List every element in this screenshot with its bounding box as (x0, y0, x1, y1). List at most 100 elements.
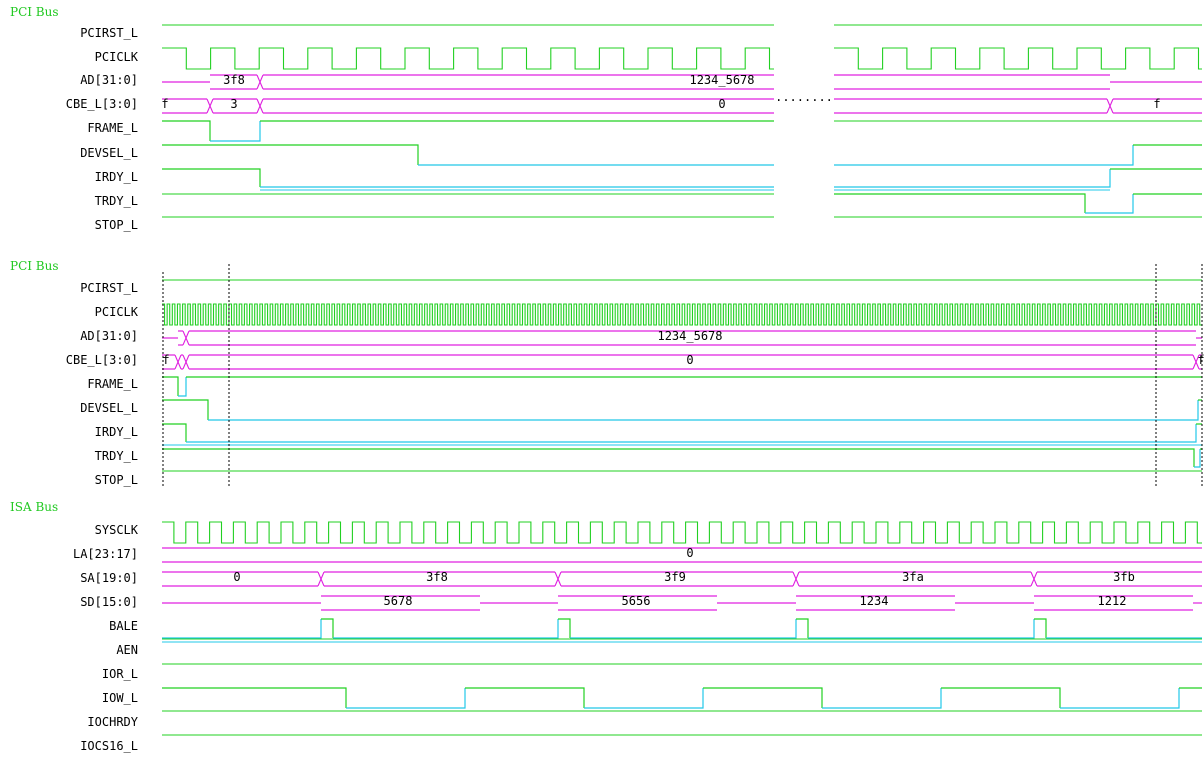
cbe-bus-trace (174, 354, 182, 370)
signal-name-frame-l[interactable]: FRAME_L (87, 121, 138, 135)
trdy-l-trace (1194, 449, 1201, 468)
bale-trace (570, 619, 797, 639)
signal-name-bale[interactable]: BALE (109, 619, 138, 633)
trdy-l-trace (1085, 194, 1134, 214)
signal-name-iocs16-l[interactable]: IOCS16_L (80, 739, 138, 753)
frame-l-trace (178, 377, 187, 397)
bale-trace (162, 619, 322, 639)
sa-bus-trace (554, 571, 562, 587)
sa-bus-trace (1030, 571, 1038, 587)
iow-l-trace (584, 688, 704, 709)
cbe-value-label: 0 (686, 353, 693, 367)
bale-trace (796, 618, 809, 638)
iow-l-trace (465, 687, 585, 708)
ad-bus-trace (182, 330, 190, 346)
sa-value-label: 3fb (1113, 570, 1135, 584)
irdy-l-trace (162, 423, 187, 442)
signal-name-pciclk[interactable]: PCICLK (95, 50, 139, 64)
bale-trace (333, 619, 559, 639)
ad-value-label: 3f8 (223, 73, 245, 87)
trdy-l-trace (834, 193, 1086, 213)
signal-name-devsel-l[interactable]: DEVSEL_L (80, 146, 138, 160)
cbe-bus-trace (182, 354, 190, 370)
iow-l-trace (346, 688, 466, 709)
cbe-value-label: 0 (718, 97, 725, 111)
signal-name-iochrdy[interactable]: IOCHRDY (87, 715, 138, 729)
cbe-value-label: 3 (230, 97, 237, 111)
irdy-l-trace (834, 169, 1111, 188)
cbe-bus-trace (206, 98, 214, 114)
cbe-value-label: f (1153, 97, 1160, 111)
sysclk-trace (162, 521, 1202, 544)
signal-name-cbe-l[interactable]: CBE_L[3:0] (66, 97, 138, 111)
ad-bus-trace (256, 74, 264, 90)
signal-name-devsel-l[interactable]: DEVSEL_L (80, 401, 138, 415)
signal-name-sysclk[interactable]: SYSCLK (95, 523, 139, 537)
signal-name-trdy-l[interactable]: TRDY_L (95, 449, 138, 463)
ad-value-label: 1234_5678 (689, 73, 754, 87)
devsel-l-trace (162, 144, 419, 165)
sd-value-label: 5678 (384, 594, 413, 608)
sd-value-label: 1212 (1098, 594, 1127, 608)
pciclk-trace (162, 47, 774, 70)
sa-bus-trace (792, 571, 800, 587)
signal-name-iow-l[interactable]: IOW_L (102, 691, 138, 705)
signal-name-sa[interactable]: SA[19:0] (80, 571, 138, 585)
sa-value-label: 0 (233, 570, 240, 584)
signal-name-stop-l[interactable]: STOP_L (95, 218, 138, 232)
group-title-isa-bus: ISA Bus (10, 500, 58, 514)
signal-name-stop-l[interactable]: STOP_L (95, 473, 138, 487)
time-gap-marker: ........ (775, 90, 833, 104)
frame-l-trace (162, 120, 211, 141)
bale-trace (1034, 618, 1047, 638)
group-title-pci-bus-1: PCI Bus (10, 5, 59, 19)
sd-value-label: 5656 (622, 594, 651, 608)
signal-name-la[interactable]: LA[23:17] (73, 547, 138, 561)
sd-value-label: 1234 (860, 594, 889, 608)
iow-l-trace (703, 687, 823, 708)
signal-name-ad[interactable]: AD[31:0] (80, 73, 138, 87)
sa-value-label: 3f9 (664, 570, 686, 584)
iow-l-trace (162, 687, 347, 708)
pciclk-trace (162, 303, 1202, 326)
cbe-value-label: f (162, 353, 169, 367)
signal-name-cbe-l[interactable]: CBE_L[3:0] (66, 353, 138, 367)
sa-value-label: 3f8 (426, 570, 448, 584)
signal-name-sd[interactable]: SD[15:0] (80, 595, 138, 609)
irdy-l-trace (186, 424, 1197, 443)
pciclk-trace (834, 47, 1202, 70)
signal-name-frame-l[interactable]: FRAME_L (87, 377, 138, 391)
signal-name-ior-l[interactable]: IOR_L (102, 667, 138, 681)
ad-value-label: 1234_5678 (657, 329, 722, 343)
waveform-traces (162, 24, 1203, 736)
bale-trace (321, 618, 334, 638)
devsel-l-trace (162, 399, 209, 420)
signal-name-trdy-l[interactable]: TRDY_L (95, 194, 138, 208)
signal-name-pcirst-l[interactable]: PCIRST_L (80, 281, 138, 295)
devsel-l-trace (208, 400, 1199, 421)
bale-trace (558, 618, 571, 638)
la-value-label: 0 (686, 546, 693, 560)
cbe-value-label: f (1197, 353, 1204, 367)
devsel-l-trace (834, 145, 1134, 166)
signal-name-pciclk[interactable]: PCICLK (95, 305, 139, 319)
iow-l-trace (1060, 688, 1180, 709)
iow-l-trace (822, 688, 942, 709)
cbe-bus-trace (1106, 98, 1114, 114)
cbe-bus-trace (1192, 354, 1200, 370)
sa-bus-trace (317, 571, 325, 587)
signal-name-ad[interactable]: AD[31:0] (80, 329, 138, 343)
signal-name-pcirst-l[interactable]: PCIRST_L (80, 26, 138, 40)
signal-name-aen[interactable]: AEN (116, 643, 138, 657)
bale-trace (808, 619, 1035, 639)
iow-l-trace (941, 687, 1061, 708)
cbe-value-label: f (161, 97, 168, 111)
sa-value-label: 3fa (902, 570, 924, 584)
irdy-l-trace (162, 168, 261, 187)
trdy-l-trace (162, 448, 1195, 467)
frame-l-trace (210, 121, 261, 142)
signal-name-irdy-l[interactable]: IRDY_L (95, 425, 138, 439)
signal-name-irdy-l[interactable]: IRDY_L (95, 170, 138, 184)
